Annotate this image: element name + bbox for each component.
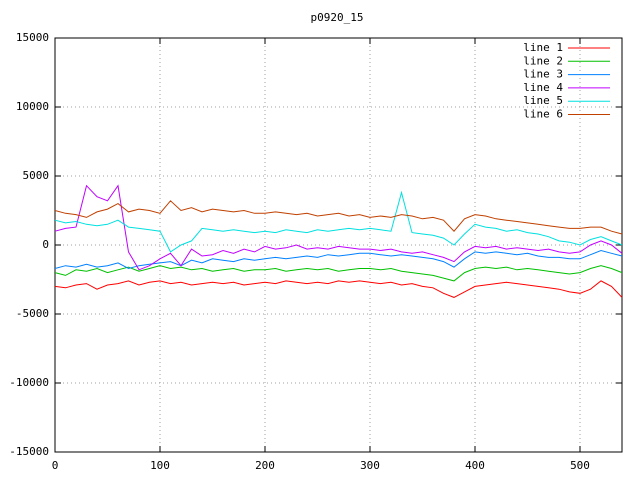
y-tick-label: -15000 [9, 445, 49, 458]
legend-label: line 6 [523, 108, 563, 121]
y-tick-label: 0 [42, 238, 49, 251]
x-tick-label: 0 [52, 459, 59, 472]
y-tick-label: 5000 [23, 169, 50, 182]
series-line [54, 190, 623, 253]
x-tick-label: 300 [360, 459, 380, 472]
x-tick-label: 500 [570, 459, 590, 472]
legend-label: line 1 [523, 41, 563, 54]
legend-label: line 2 [523, 54, 563, 67]
x-tick-label: 400 [465, 459, 485, 472]
legend-label: line 3 [523, 68, 563, 81]
y-tick-label: 10000 [16, 100, 49, 113]
series-line [54, 200, 623, 235]
legend-label: line 4 [523, 81, 563, 94]
y-tick-label: -10000 [9, 376, 49, 389]
y-tick-label: -5000 [16, 307, 49, 320]
series-line [54, 280, 623, 298]
y-tick-label: 15000 [16, 31, 49, 44]
chart-title: p0920_15 [311, 11, 364, 24]
series-line [54, 249, 623, 270]
legend-label: line 5 [523, 94, 563, 107]
x-tick-label: 200 [255, 459, 275, 472]
series-line [54, 184, 623, 271]
series-line [54, 265, 623, 282]
x-tick-label: 100 [150, 459, 170, 472]
